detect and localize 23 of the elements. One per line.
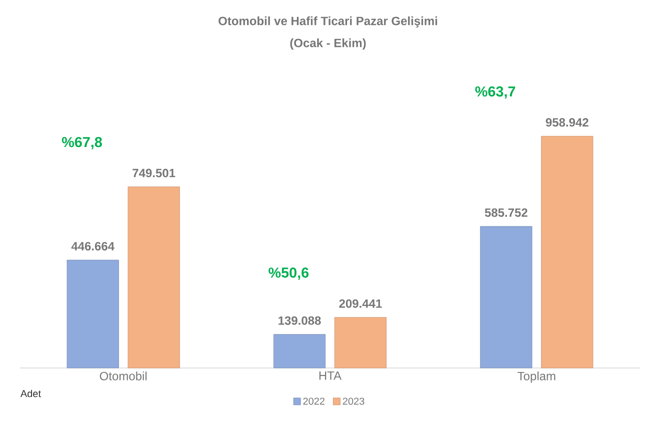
- legend-label: 2023: [342, 398, 364, 405]
- data-label: 585.752: [484, 208, 528, 217]
- data-label: 446.664: [71, 242, 114, 250]
- legend-label: 2022: [303, 398, 324, 405]
- bar: [128, 186, 180, 368]
- bar: [541, 136, 594, 368]
- chart-subtitle: (Ocak - Ekim): [290, 38, 366, 50]
- data-label: 958.942: [546, 118, 588, 127]
- data-label: 139.088: [278, 316, 321, 325]
- x-tick-label: Toplam: [518, 372, 556, 383]
- x-tick-label: Otomobil: [100, 372, 147, 380]
- text: Adet: [20, 390, 41, 398]
- bar: [334, 317, 387, 368]
- bar: [480, 226, 532, 368]
- data-label: 749.501: [132, 168, 176, 178]
- chart-title: Otomobil ve Hafif Ticari Pazar Gelişimi: [218, 16, 438, 28]
- text: %63,7: [475, 86, 516, 99]
- bar: [66, 260, 119, 368]
- bar: [273, 334, 326, 368]
- x-tick-label: HTA: [319, 372, 342, 380]
- annotation: %67,8: [62, 136, 102, 150]
- data-label: 209.441: [339, 299, 382, 308]
- annotation: %50,6: [268, 268, 309, 280]
